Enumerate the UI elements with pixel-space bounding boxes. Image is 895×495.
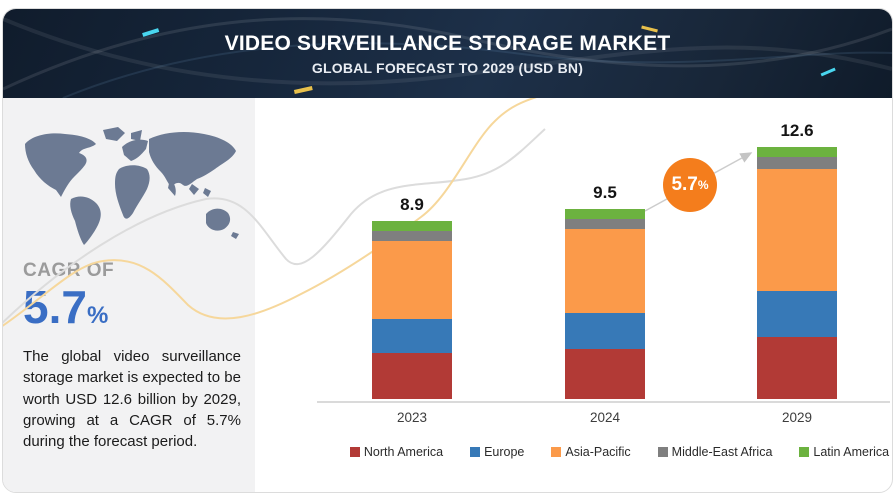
legend-swatch-icon	[799, 447, 810, 457]
total-value-label-2023: 8.9	[400, 195, 424, 214]
legend-item-latin-america: Latin America	[799, 445, 889, 459]
cagr-badge-percent-sign: %	[697, 178, 709, 192]
bar-segment-2029-north-america	[757, 337, 837, 399]
year-label-2029: 2029	[781, 410, 813, 425]
year-label-2024: 2024	[589, 410, 621, 425]
stacked-bar-chart: 8.9 2023 9.5 2024 12.6 2029 5.7% North Americ…	[255, 98, 892, 492]
legend-swatch-icon	[470, 447, 481, 457]
bar-segment-2023-north-america	[372, 353, 452, 399]
cagr-description: The global video surveillance storage ma…	[23, 348, 241, 451]
legend-item-asia-pacific: Asia-Pacific	[551, 445, 631, 459]
cagr-value: 5.7%	[23, 284, 241, 330]
page-subtitle: GLOBAL FORECAST TO 2029 (USD BN)	[311, 59, 584, 76]
x-axis-line	[317, 401, 890, 403]
year-label-2023: 2023	[396, 410, 428, 425]
legend-swatch-icon	[349, 447, 360, 457]
bar-segment-2024-asia-pacific	[565, 229, 645, 313]
bar-segment-2023-latin-america	[372, 221, 452, 231]
bar-segment-2023-europe	[372, 319, 452, 353]
legend-swatch-icon	[551, 447, 562, 457]
cagr-badge: 5.7%	[663, 158, 717, 212]
page-title: VIDEO SURVEILLANCE STORAGE MARKET	[224, 31, 671, 55]
world-map	[25, 127, 239, 245]
bar-segment-2023-middle-east-africa	[372, 231, 452, 241]
legend: North America Europe Asia-Pacific Middle-Ea…	[255, 445, 892, 459]
infographic-card: VIDEO SURVEILLANCE STORAGE MARKET GLOBAL…	[2, 8, 893, 493]
legend-item-middle-east-africa: Middle-East Africa	[657, 445, 773, 459]
bar-2029	[757, 147, 837, 399]
legend-label: Middle-East Africa	[671, 445, 773, 459]
total-value-label-2029: 12.6	[780, 121, 814, 140]
bar-segment-2024-latin-america	[565, 209, 645, 219]
header-network-decoration	[3, 17, 892, 98]
legend-label: North America	[363, 445, 444, 459]
bar-segment-2029-asia-pacific	[757, 169, 837, 291]
bar-2023	[372, 221, 452, 399]
cagr-number: 5.7	[23, 281, 87, 333]
bar-2024	[565, 209, 645, 399]
legend-label: Asia-Pacific	[565, 445, 631, 459]
bar-segment-2029-latin-america	[757, 147, 837, 157]
legend-swatch-icon	[657, 447, 668, 457]
legend-label: Europe	[484, 445, 525, 459]
bar-segment-2024-europe	[565, 313, 645, 349]
header-banner: VIDEO SURVEILLANCE STORAGE MARKET GLOBAL…	[3, 9, 892, 98]
bar-segment-2029-middle-east-africa	[757, 157, 837, 169]
cagr-label: CAGR OF	[23, 260, 115, 281]
legend-label: Latin America	[813, 445, 890, 459]
bar-segment-2024-middle-east-africa	[565, 219, 645, 229]
bar-segment-2029-europe	[757, 291, 837, 337]
bar-segment-2023-asia-pacific	[372, 241, 452, 319]
total-value-label-2024: 9.5	[593, 183, 617, 202]
legend-item-north-america: North America	[349, 445, 444, 459]
legend-item-europe: Europe	[470, 445, 524, 459]
sidebar-panel: CAGR OF 5.7% The global video surveillan…	[3, 98, 255, 492]
bar-segment-2024-north-america	[565, 349, 645, 399]
cagr-percent-sign: %	[86, 302, 109, 329]
cagr-badge-value: 5.7	[671, 174, 698, 195]
